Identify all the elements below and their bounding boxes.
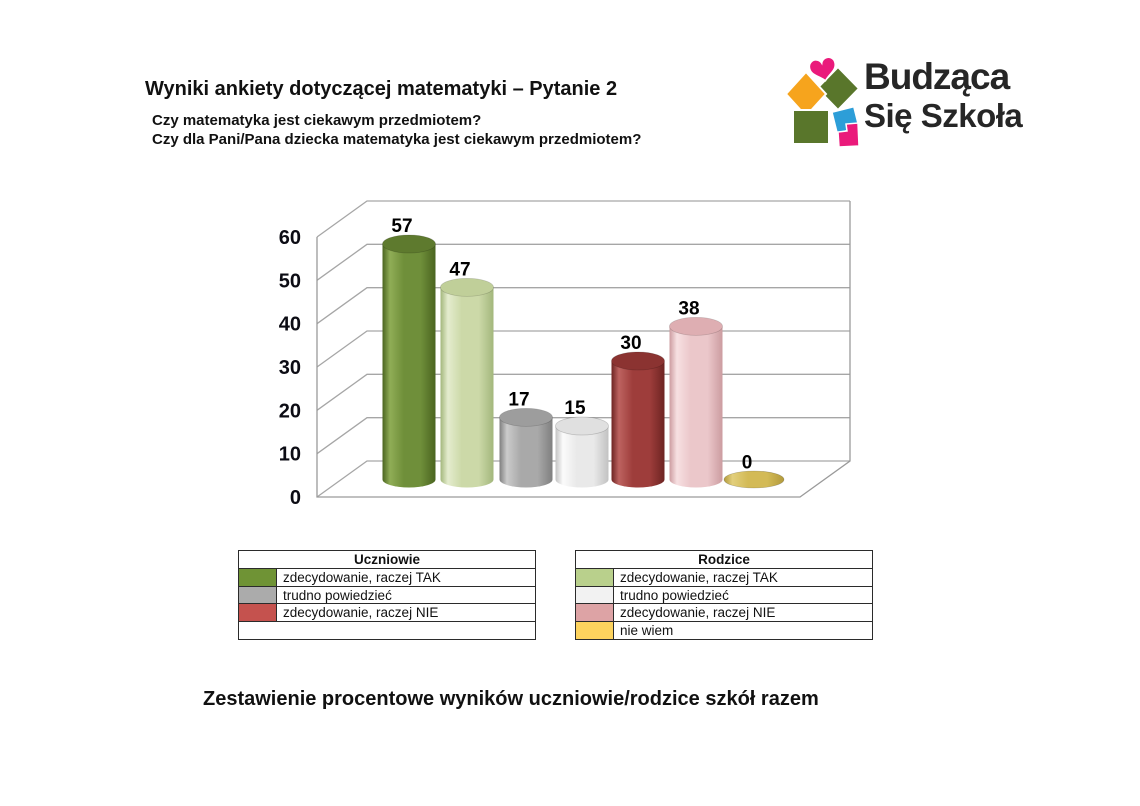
legend-item-label: trudno powiedzieć (283, 587, 392, 603)
school-logo-icon (786, 56, 861, 148)
legend-item: zdecydowanie, raczej TAK (576, 569, 872, 587)
svg-text:60: 60 (279, 227, 301, 249)
legend-rodzice: Rodzice zdecydowanie, raczej TAK trudno p… (575, 550, 873, 640)
legend-color-swatch (576, 569, 613, 586)
legend-uczniowie: Uczniowie zdecydowanie, raczej TAK trudno… (238, 550, 536, 640)
footer-caption: Zestawienie procentowe wyników uczniowie… (203, 688, 819, 710)
legend-item: nie wiem (576, 621, 872, 639)
legend-item-label: zdecydowanie, raczej TAK (620, 570, 778, 585)
legend-item-label: nie wiem (620, 622, 674, 638)
legend-color-swatch (576, 586, 613, 603)
legend-title: Rodzice (576, 551, 872, 569)
legend-color-swatch (239, 604, 276, 621)
svg-text:30: 30 (279, 357, 301, 379)
legend-item-label: zdecydowanie, raczej TAK (283, 570, 441, 585)
logo-line1: Budząca (864, 56, 1010, 97)
legend-item: trudno powiedzieć (239, 586, 535, 604)
legend-swatch-cell (239, 604, 277, 621)
legend-color-swatch (239, 586, 276, 603)
chart-area: 0 10 20 30 40 50 60 57 47 17 15 30 38 0 (250, 180, 900, 520)
legend-swatch-cell (576, 621, 614, 639)
svg-text:20: 20 (279, 400, 301, 422)
legend-title: Uczniowie (239, 551, 535, 569)
legend-color-swatch (576, 604, 613, 621)
legend-swatch-cell (239, 569, 277, 586)
legend-rows: zdecydowanie, raczej TAK trudno powiedzie… (239, 569, 535, 639)
logo-text: Budząca Się Szkoła (864, 56, 1023, 134)
legend-swatch-cell (576, 586, 614, 603)
legend-swatch-cell (576, 604, 614, 621)
legend-rows: zdecydowanie, raczej TAK trudno powiedzie… (576, 569, 872, 639)
legend-item-label: trudno powiedzieć (620, 587, 729, 603)
legend-item: zdecydowanie, raczej NIE (239, 604, 535, 622)
survey-question-parents: Czy dla Pani/Pana dziecka matematyka jes… (152, 131, 642, 148)
legend-item: zdecydowanie, raczej NIE (576, 604, 872, 622)
svg-text:15: 15 (564, 398, 586, 419)
legend-color-swatch (239, 569, 276, 586)
svg-text:38: 38 (678, 298, 699, 319)
svg-text:0: 0 (742, 453, 753, 474)
logo-line2: Się Szkoła (864, 97, 1023, 134)
legend-color-swatch (576, 621, 613, 639)
legend-item-label: zdecydowanie, raczej NIE (283, 605, 439, 620)
legend-swatch-cell (576, 569, 614, 586)
svg-text:50: 50 (279, 270, 301, 292)
legend-item-label: zdecydowanie, raczej NIE (620, 605, 776, 620)
legend-empty-row (239, 622, 535, 640)
survey-chart: 0 10 20 30 40 50 60 57 47 17 15 30 38 0 (279, 200, 851, 509)
svg-text:0: 0 (290, 487, 301, 509)
legend-item: trudno powiedzieć (576, 586, 872, 604)
page-title: Wyniki ankiety dotyczącej matematyki – P… (145, 78, 618, 100)
logo: Budząca Się Szkoła (786, 50, 1116, 155)
survey-question-students: Czy matematyka jest ciekawym przedmiotem… (152, 112, 482, 129)
legend-item: zdecydowanie, raczej TAK (239, 569, 535, 587)
svg-text:30: 30 (620, 333, 641, 354)
svg-text:57: 57 (391, 216, 412, 237)
legend-swatch-cell (239, 586, 277, 603)
svg-text:10: 10 (279, 444, 301, 466)
svg-text:17: 17 (508, 389, 529, 410)
svg-text:40: 40 (279, 314, 301, 336)
svg-text:47: 47 (449, 259, 470, 280)
